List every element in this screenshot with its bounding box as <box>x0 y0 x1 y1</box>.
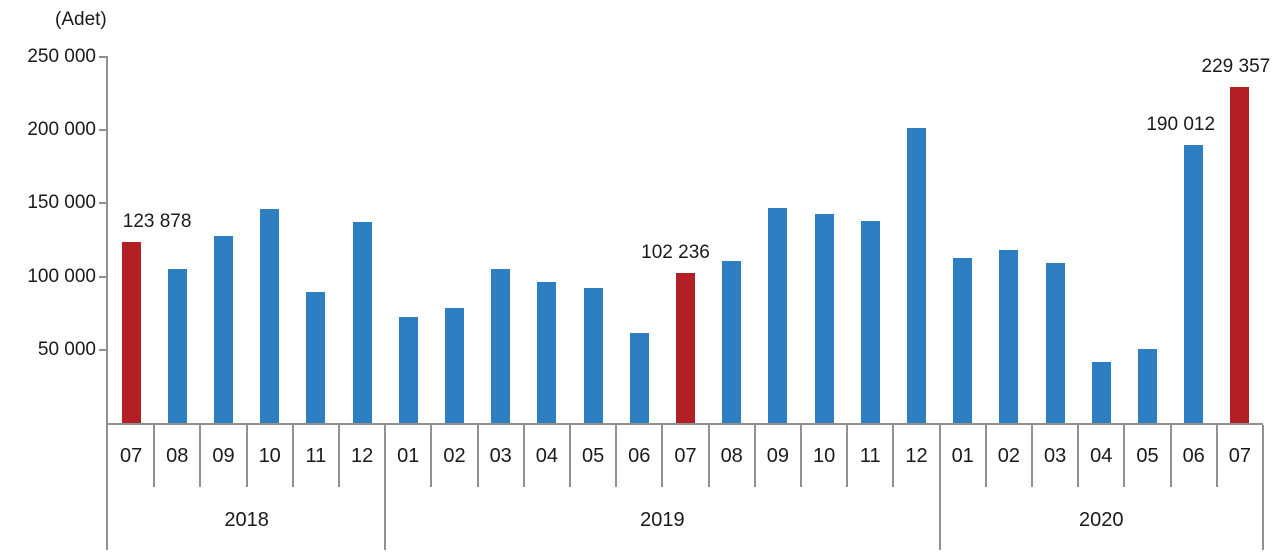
y-axis-tick-label: 200 000 <box>27 119 96 141</box>
value-label-2019-07: 102 236 <box>641 242 710 264</box>
y-axis-unit-label: (Adet) <box>55 9 107 30</box>
bar-2019-09 <box>768 207 788 423</box>
year-divider-line <box>938 425 941 550</box>
bar-2018-08 <box>167 269 187 423</box>
bar-2019-07 <box>676 273 695 423</box>
bar-2019-02 <box>445 308 464 423</box>
month-label-2020-02: 02 <box>997 445 1021 467</box>
bar-2020-01 <box>953 257 973 423</box>
month-label-2019-10: 10 <box>812 445 836 467</box>
month-label-2020-06: 06 <box>1182 445 1205 467</box>
value-label-2020-06: 190 012 <box>1146 113 1216 135</box>
y-axis-tick-label: 250 000 <box>27 46 96 67</box>
year-label-2019: 2019 <box>640 509 685 531</box>
month-label-2020-05: 05 <box>1136 445 1159 467</box>
bar-2019-03 <box>491 269 511 423</box>
month-divider-line <box>476 425 479 487</box>
x-axis-line <box>106 423 1263 425</box>
year-divider-line <box>1262 425 1264 550</box>
month-divider-line <box>338 425 340 487</box>
month-label-2019-05: 05 <box>581 445 605 467</box>
month-divider-line <box>707 425 710 487</box>
month-label-2019-01: 01 <box>397 445 420 467</box>
month-label-2019-09: 09 <box>766 445 790 467</box>
bar-2018-10 <box>260 208 280 423</box>
month-divider-line <box>1077 425 1080 487</box>
year-divider-line <box>384 425 387 550</box>
month-label-2019-08: 08 <box>720 445 743 467</box>
month-label-2019-04: 04 <box>535 445 559 467</box>
month-label-2019-11: 11 <box>859 445 881 467</box>
month-label-2020-01: 01 <box>951 445 974 467</box>
y-axis-tick-label: 100 000 <box>27 265 96 287</box>
month-divider-line <box>199 425 202 487</box>
bar-2020-02 <box>999 250 1019 423</box>
month-label-2019-03: 03 <box>489 445 512 467</box>
year-label-2018: 2018 <box>224 509 269 531</box>
month-divider-line <box>153 425 156 487</box>
y-axis-tick <box>99 275 108 278</box>
month-divider-line <box>1031 425 1033 487</box>
bar-2018-11 <box>306 291 326 423</box>
month-divider-line <box>800 425 802 487</box>
y-axis-tick <box>99 348 108 351</box>
month-divider-line <box>569 425 571 487</box>
month-label-2018-12: 12 <box>350 445 374 467</box>
bar-2018-09 <box>214 235 233 423</box>
month-label-2018-11: 11 <box>305 445 327 467</box>
month-divider-line <box>615 425 618 487</box>
bar-2020-03 <box>1045 263 1065 423</box>
month-label-2020-03: 03 <box>1043 445 1067 467</box>
y-axis-tick-label: 150 000 <box>27 192 96 214</box>
month-label-2018-08: 08 <box>166 445 189 467</box>
month-label-2019-02: 02 <box>443 445 466 467</box>
month-label-2018-10: 10 <box>258 445 281 467</box>
month-divider-line <box>245 425 248 487</box>
month-label-2019-12: 12 <box>905 445 928 467</box>
bar-2020-05 <box>1138 349 1157 423</box>
month-label-2018-09: 09 <box>212 445 235 467</box>
month-divider-line <box>846 425 849 487</box>
value-label-2020-07: 229 357 <box>1201 56 1271 78</box>
month-label-2019-06: 06 <box>628 445 651 467</box>
month-divider-line <box>753 425 756 487</box>
year-label-2020: 2020 <box>1079 509 1124 531</box>
bar-2019-12 <box>907 128 926 423</box>
value-label-2018-07: 123 878 <box>122 210 192 232</box>
month-divider-line <box>1123 425 1126 487</box>
bar-2019-10 <box>814 213 834 423</box>
month-divider-line <box>984 425 987 487</box>
month-divider-line <box>1215 425 1218 487</box>
month-divider-line <box>430 425 433 487</box>
y-axis-tick <box>99 202 108 205</box>
y-axis-line <box>106 57 108 550</box>
bar-2019-08 <box>722 261 742 423</box>
y-axis-tick <box>99 129 108 132</box>
bar-2018-12 <box>352 222 372 423</box>
y-axis-tick <box>99 56 108 58</box>
bar-2020-07 <box>1230 87 1250 423</box>
month-divider-line <box>892 425 895 487</box>
month-label-2020-04: 04 <box>1090 445 1113 467</box>
bar-2020-04 <box>1091 361 1111 423</box>
month-divider-line <box>1169 425 1172 487</box>
bar-2019-05 <box>583 288 603 423</box>
month-label-2019-07: 07 <box>674 445 697 467</box>
month-divider-line <box>522 425 525 487</box>
y-axis-tick-label: 50 000 <box>37 338 96 360</box>
bar-2020-06 <box>1184 144 1204 423</box>
bar-2018-07 <box>121 241 141 423</box>
month-divider-line <box>661 425 664 487</box>
month-divider-line <box>291 425 294 487</box>
bar-2019-06 <box>629 332 649 423</box>
month-label-2020-07: 07 <box>1228 445 1252 467</box>
month-label-2018-07: 07 <box>119 445 143 467</box>
bar-2019-11 <box>860 220 880 423</box>
bar-2019-04 <box>537 281 557 423</box>
bar-2019-01 <box>398 316 418 423</box>
